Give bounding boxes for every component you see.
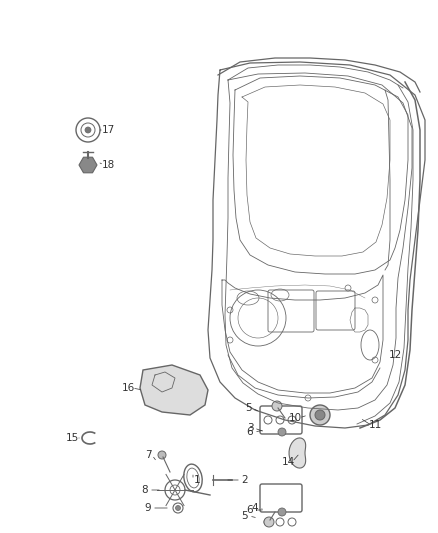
Text: 11: 11 xyxy=(368,420,381,430)
Text: 5: 5 xyxy=(245,403,251,413)
Text: 3: 3 xyxy=(247,423,253,433)
Text: 10: 10 xyxy=(289,413,301,423)
Text: 9: 9 xyxy=(145,503,151,513)
Text: 18: 18 xyxy=(101,160,115,170)
Text: 6: 6 xyxy=(247,427,253,437)
Circle shape xyxy=(158,451,166,459)
Circle shape xyxy=(85,127,91,133)
Circle shape xyxy=(176,505,180,511)
Text: 1: 1 xyxy=(194,475,200,485)
Text: 14: 14 xyxy=(281,457,295,467)
Polygon shape xyxy=(79,157,97,173)
Circle shape xyxy=(272,401,282,411)
Text: 12: 12 xyxy=(389,350,402,360)
Text: 5: 5 xyxy=(242,511,248,521)
Text: 16: 16 xyxy=(121,383,134,393)
Circle shape xyxy=(310,405,330,425)
Text: 2: 2 xyxy=(242,475,248,485)
Text: 15: 15 xyxy=(65,433,79,443)
Text: 6: 6 xyxy=(247,505,253,515)
Circle shape xyxy=(278,508,286,516)
Polygon shape xyxy=(140,365,208,415)
Text: 7: 7 xyxy=(145,450,151,460)
Circle shape xyxy=(278,428,286,436)
Text: 17: 17 xyxy=(101,125,115,135)
Circle shape xyxy=(264,517,274,527)
Text: 8: 8 xyxy=(141,485,148,495)
Text: 4: 4 xyxy=(252,503,258,513)
Polygon shape xyxy=(289,438,306,468)
Circle shape xyxy=(315,410,325,420)
